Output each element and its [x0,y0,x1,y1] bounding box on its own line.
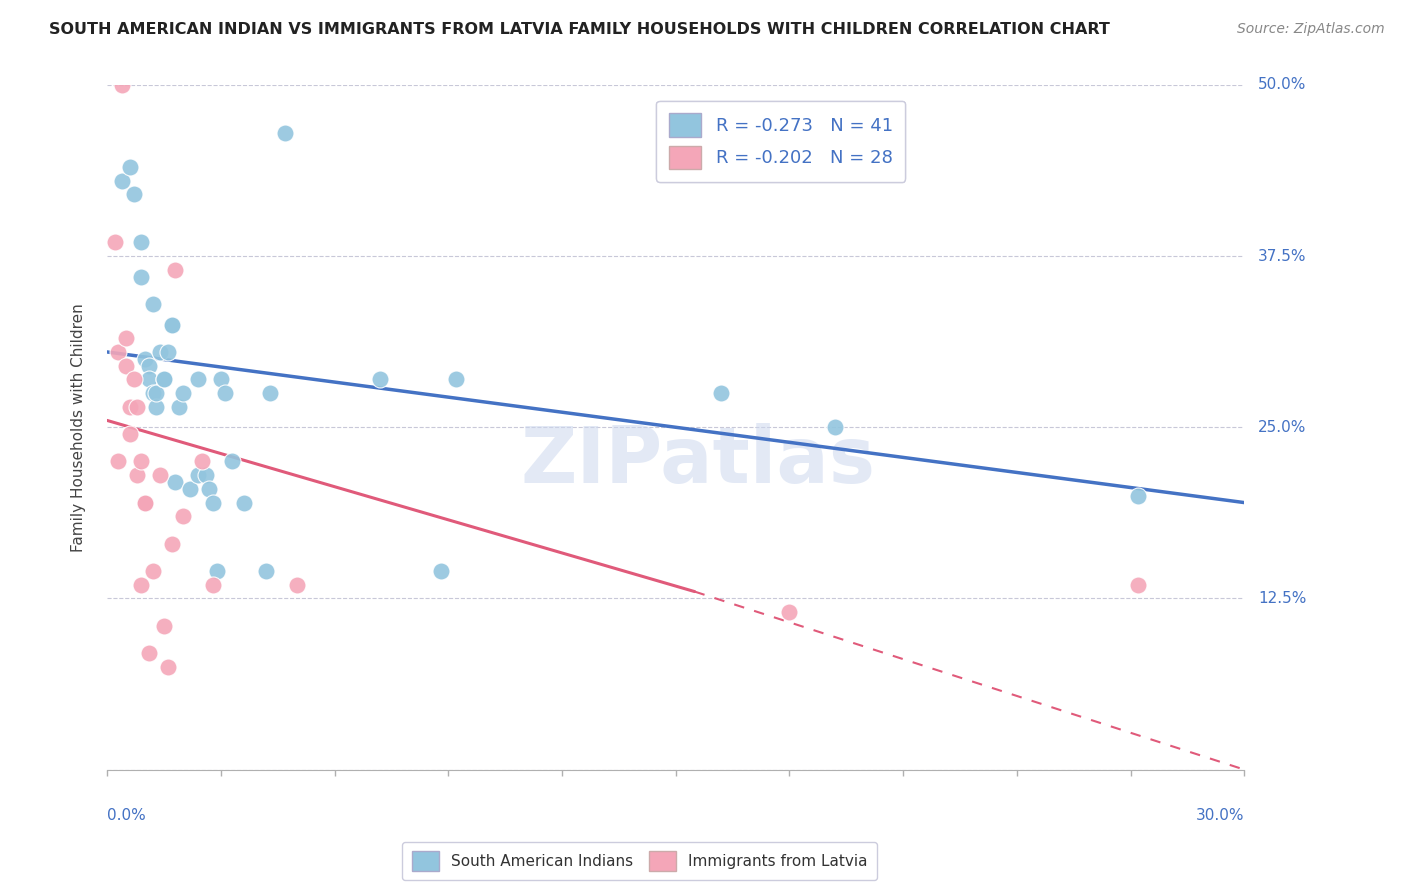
Text: 30.0%: 30.0% [1195,808,1244,823]
Text: SOUTH AMERICAN INDIAN VS IMMIGRANTS FROM LATVIA FAMILY HOUSEHOLDS WITH CHILDREN : SOUTH AMERICAN INDIAN VS IMMIGRANTS FROM… [49,22,1111,37]
Point [202,578,225,592]
Point [111,174,134,188]
Point [156,660,179,674]
Point [145,386,167,401]
Point [156,345,179,359]
Point [429,564,451,578]
Point [187,372,209,386]
Point [127,400,149,414]
Point [191,454,214,468]
Point [111,78,134,92]
Point [710,386,733,401]
Point [259,386,281,401]
Point [160,536,183,550]
Point [165,262,187,277]
Point [138,359,160,373]
Point [444,372,467,386]
Point [153,372,176,386]
Point [134,495,156,509]
Point [134,351,156,366]
Point [165,475,187,489]
Point [115,359,138,373]
Point [1126,489,1149,503]
Point [778,605,800,619]
Legend: R = -0.273   N = 41, R = -0.202   N = 28: R = -0.273 N = 41, R = -0.202 N = 28 [657,101,905,182]
Text: 25.0%: 25.0% [1258,420,1306,434]
Text: 37.5%: 37.5% [1258,249,1306,264]
Legend: South American Indians, Immigrants from Latvia: South American Indians, Immigrants from … [402,842,877,880]
Point [153,619,176,633]
Point [214,386,236,401]
Point [254,564,277,578]
Point [824,420,846,434]
Point [115,331,138,345]
Point [202,495,225,509]
Point [118,160,141,174]
Point [107,345,129,359]
Point [285,578,308,592]
Point [122,187,145,202]
Point [172,509,194,524]
Point [129,235,152,250]
Text: 0.0%: 0.0% [107,808,146,823]
Point [198,482,221,496]
Point [149,345,172,359]
Point [209,372,232,386]
Point [205,564,228,578]
Point [221,454,243,468]
Text: 12.5%: 12.5% [1258,591,1306,606]
Point [179,482,201,496]
Point [138,646,160,660]
Point [118,427,141,442]
Point [1126,578,1149,592]
Point [129,578,152,592]
Point [149,468,172,483]
Point [104,235,127,250]
Text: ZIPatlas: ZIPatlas [520,424,876,500]
Point [167,400,190,414]
Point [160,318,183,332]
Point [142,297,165,311]
Point [129,454,152,468]
Point [368,372,391,386]
Point [127,468,149,483]
Point [172,386,194,401]
Point [129,269,152,284]
Point [274,126,297,140]
Text: 50.0%: 50.0% [1258,78,1306,93]
Point [194,468,217,483]
Point [142,564,165,578]
Point [134,495,156,509]
Point [142,386,165,401]
Point [160,318,183,332]
Text: Source: ZipAtlas.com: Source: ZipAtlas.com [1237,22,1385,37]
Point [153,372,176,386]
Point [118,400,141,414]
Point [232,495,254,509]
Point [122,372,145,386]
Y-axis label: Family Households with Children: Family Households with Children [72,303,86,551]
Point [138,372,160,386]
Point [187,468,209,483]
Point [107,454,129,468]
Point [145,400,167,414]
